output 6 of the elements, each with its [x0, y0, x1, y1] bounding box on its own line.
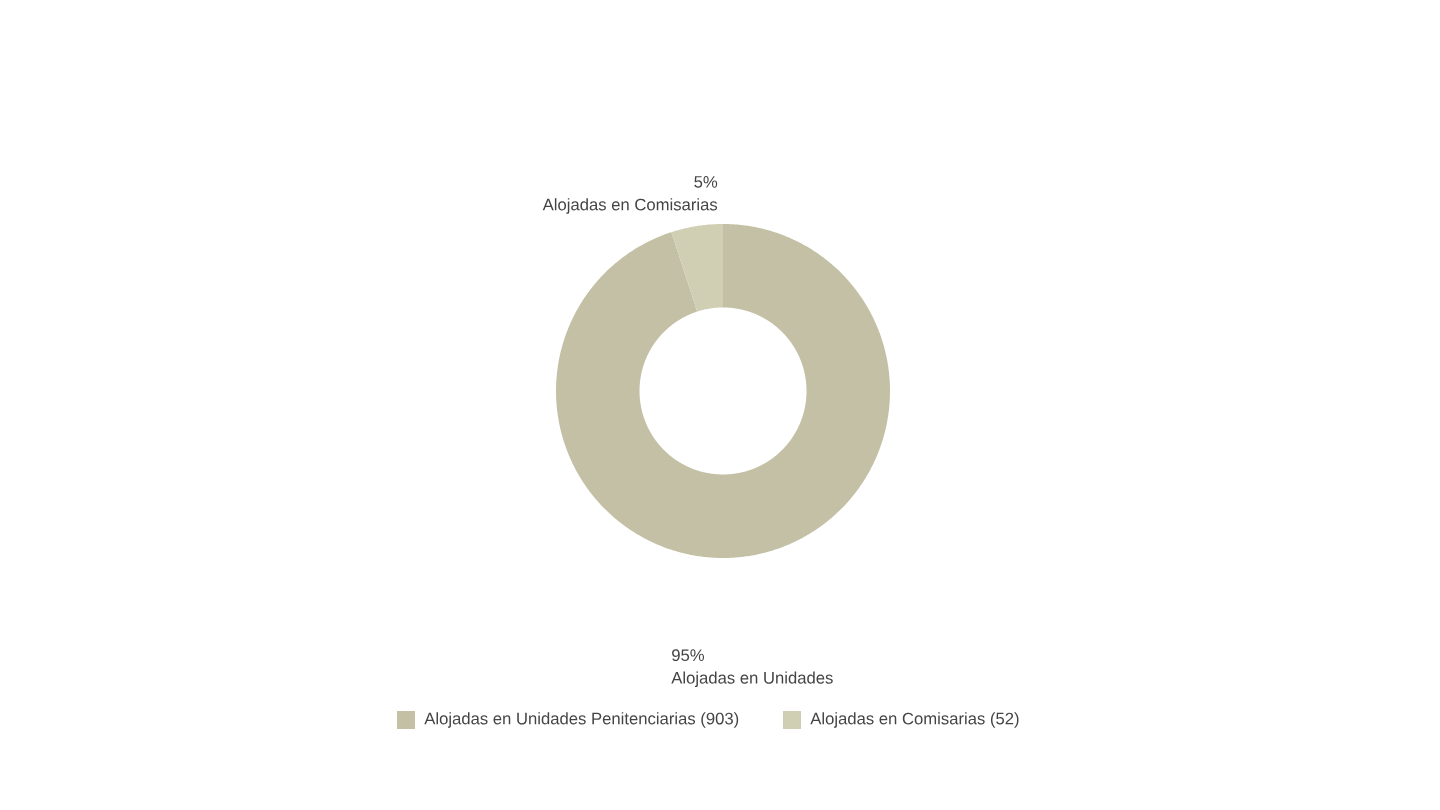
text: Alojadas en Unidades: [671, 671, 833, 688]
text: Alojadas en Comisarias: [542, 198, 718, 214]
data-label: 5%: [694, 176, 718, 188]
legend-label: Alojadas en Unidades Penitenciarias (903): [424, 712, 739, 728]
data-label: 95%: [672, 649, 705, 662]
legend-label: Alojadas en Comisarias (52): [810, 712, 1019, 728]
